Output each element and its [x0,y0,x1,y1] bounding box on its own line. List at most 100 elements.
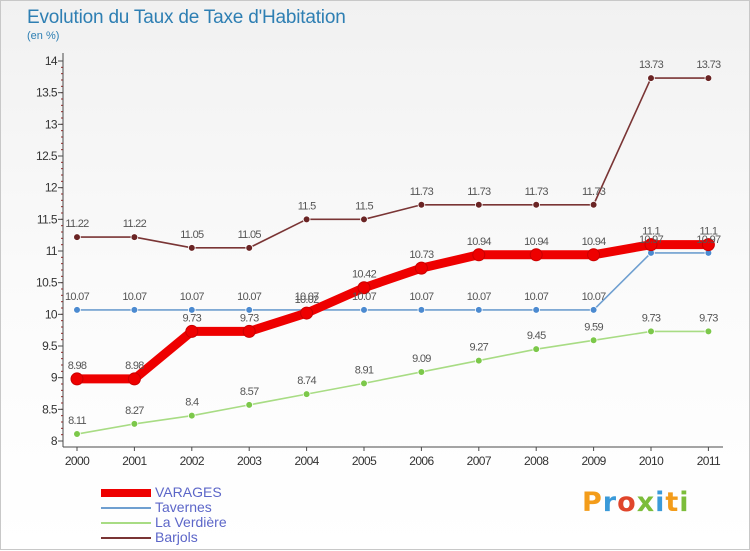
data-point [360,215,368,224]
data-label: 10.07 [409,291,434,303]
data-point [589,200,598,209]
data-point [532,345,540,353]
data-point [360,379,368,388]
x-tick-label: 2000 [65,454,90,468]
y-tick-label: 13.5 [36,86,58,100]
data-point [360,306,368,314]
legend-label-la-verdiere: La Verdière [155,514,227,530]
data-label: 11.73 [467,186,491,198]
x-tick-label: 2006 [409,454,434,468]
y-tick-label: 8 [51,434,58,448]
data-point [529,248,543,262]
data-point [302,215,311,224]
data-label: 9.59 [584,321,603,333]
x-tick-label: 2001 [122,454,147,468]
data-label: 9.27 [469,342,488,354]
legend-label-tavernes: Tavernes [155,499,212,515]
data-label: 10.97 [639,234,664,246]
legend-label-varages: VARAGES [155,484,222,500]
legend-label-barjols: Barjols [155,529,198,545]
data-point [589,306,598,314]
data-point [300,306,314,320]
chart-subtitle: (en %) [27,30,60,42]
x-tick-label: 2005 [352,454,377,468]
data-point [73,233,81,241]
data-point [188,306,196,314]
data-label: 10.94 [467,236,492,248]
data-label: 9.73 [699,312,718,324]
data-point [245,306,254,314]
data-point [130,233,139,241]
y-tick-label: 10.5 [36,276,58,290]
data-label: 11.1 [700,226,718,238]
x-tick-label: 2002 [180,454,205,468]
data-point [587,248,601,262]
logo-letter: o [617,487,637,518]
data-label: 10.07 [582,291,607,303]
data-point [647,327,655,336]
data-label: 10.07 [295,291,320,303]
y-tick-label: 12.5 [36,149,58,163]
data-label: 9.73 [182,312,201,324]
data-label: 10.94 [524,236,549,248]
chart-title: Evolution du Taux de Taxe d'Habitation [27,7,346,28]
y-tick-label: 13 [45,117,58,131]
x-tick-label: 2003 [237,454,262,468]
data-label: 10.07 [180,291,205,303]
data-point [357,281,371,295]
x-tick-label: 2008 [524,454,549,468]
data-point [130,420,139,428]
data-point [242,324,256,338]
data-point [417,306,426,314]
logo-letter: x [636,487,656,518]
data-label: 13.73 [639,59,664,71]
data-point [417,200,426,209]
y-tick-label: 14 [45,54,58,68]
logo-letter: P [582,487,603,518]
data-point [188,244,196,252]
data-point [414,261,428,275]
proxiti-logo: Proxiti [582,487,690,518]
data-label: 13.73 [696,59,721,71]
legend-swatch-la-verdiere [101,522,151,524]
data-point [474,200,483,209]
data-point [185,324,199,338]
data-point [245,244,254,252]
data-label: 10.07 [352,291,377,303]
data-label: 10.73 [409,249,434,261]
data-label: 9.73 [642,312,661,324]
data-label: 8.11 [68,415,86,427]
data-label: 9.73 [240,312,259,324]
y-tick-label: 10 [45,307,58,321]
data-label: 11.73 [410,186,434,198]
logo-letter: i [655,487,666,518]
data-label: 10.42 [352,269,377,281]
data-label: 11.73 [525,186,549,198]
x-tick-label: 2011 [697,454,721,468]
data-point [70,372,84,386]
data-point [472,248,486,262]
data-label: 10.94 [582,236,607,248]
legend-swatch-varages [101,489,151,497]
x-tick-label: 2009 [581,454,606,468]
data-point [474,306,483,314]
data-point [532,200,540,209]
data-point [589,336,598,345]
data-label: 10.97 [696,234,721,246]
logo-letter: i [679,487,690,518]
data-point [701,238,715,252]
data-label: 10.07 [65,291,90,303]
data-point [245,401,254,409]
y-tick-label: 9 [51,371,58,385]
legend-swatch-barjols [101,537,151,539]
data-point [474,356,483,365]
data-label: 8.4 [185,397,199,409]
data-label: 10.07 [122,291,147,303]
data-label: 11.22 [123,218,147,230]
data-point [73,306,81,314]
data-label: 11.05 [238,229,262,241]
data-point [73,430,81,438]
data-point [704,74,713,82]
data-label: 8.98 [68,360,87,372]
